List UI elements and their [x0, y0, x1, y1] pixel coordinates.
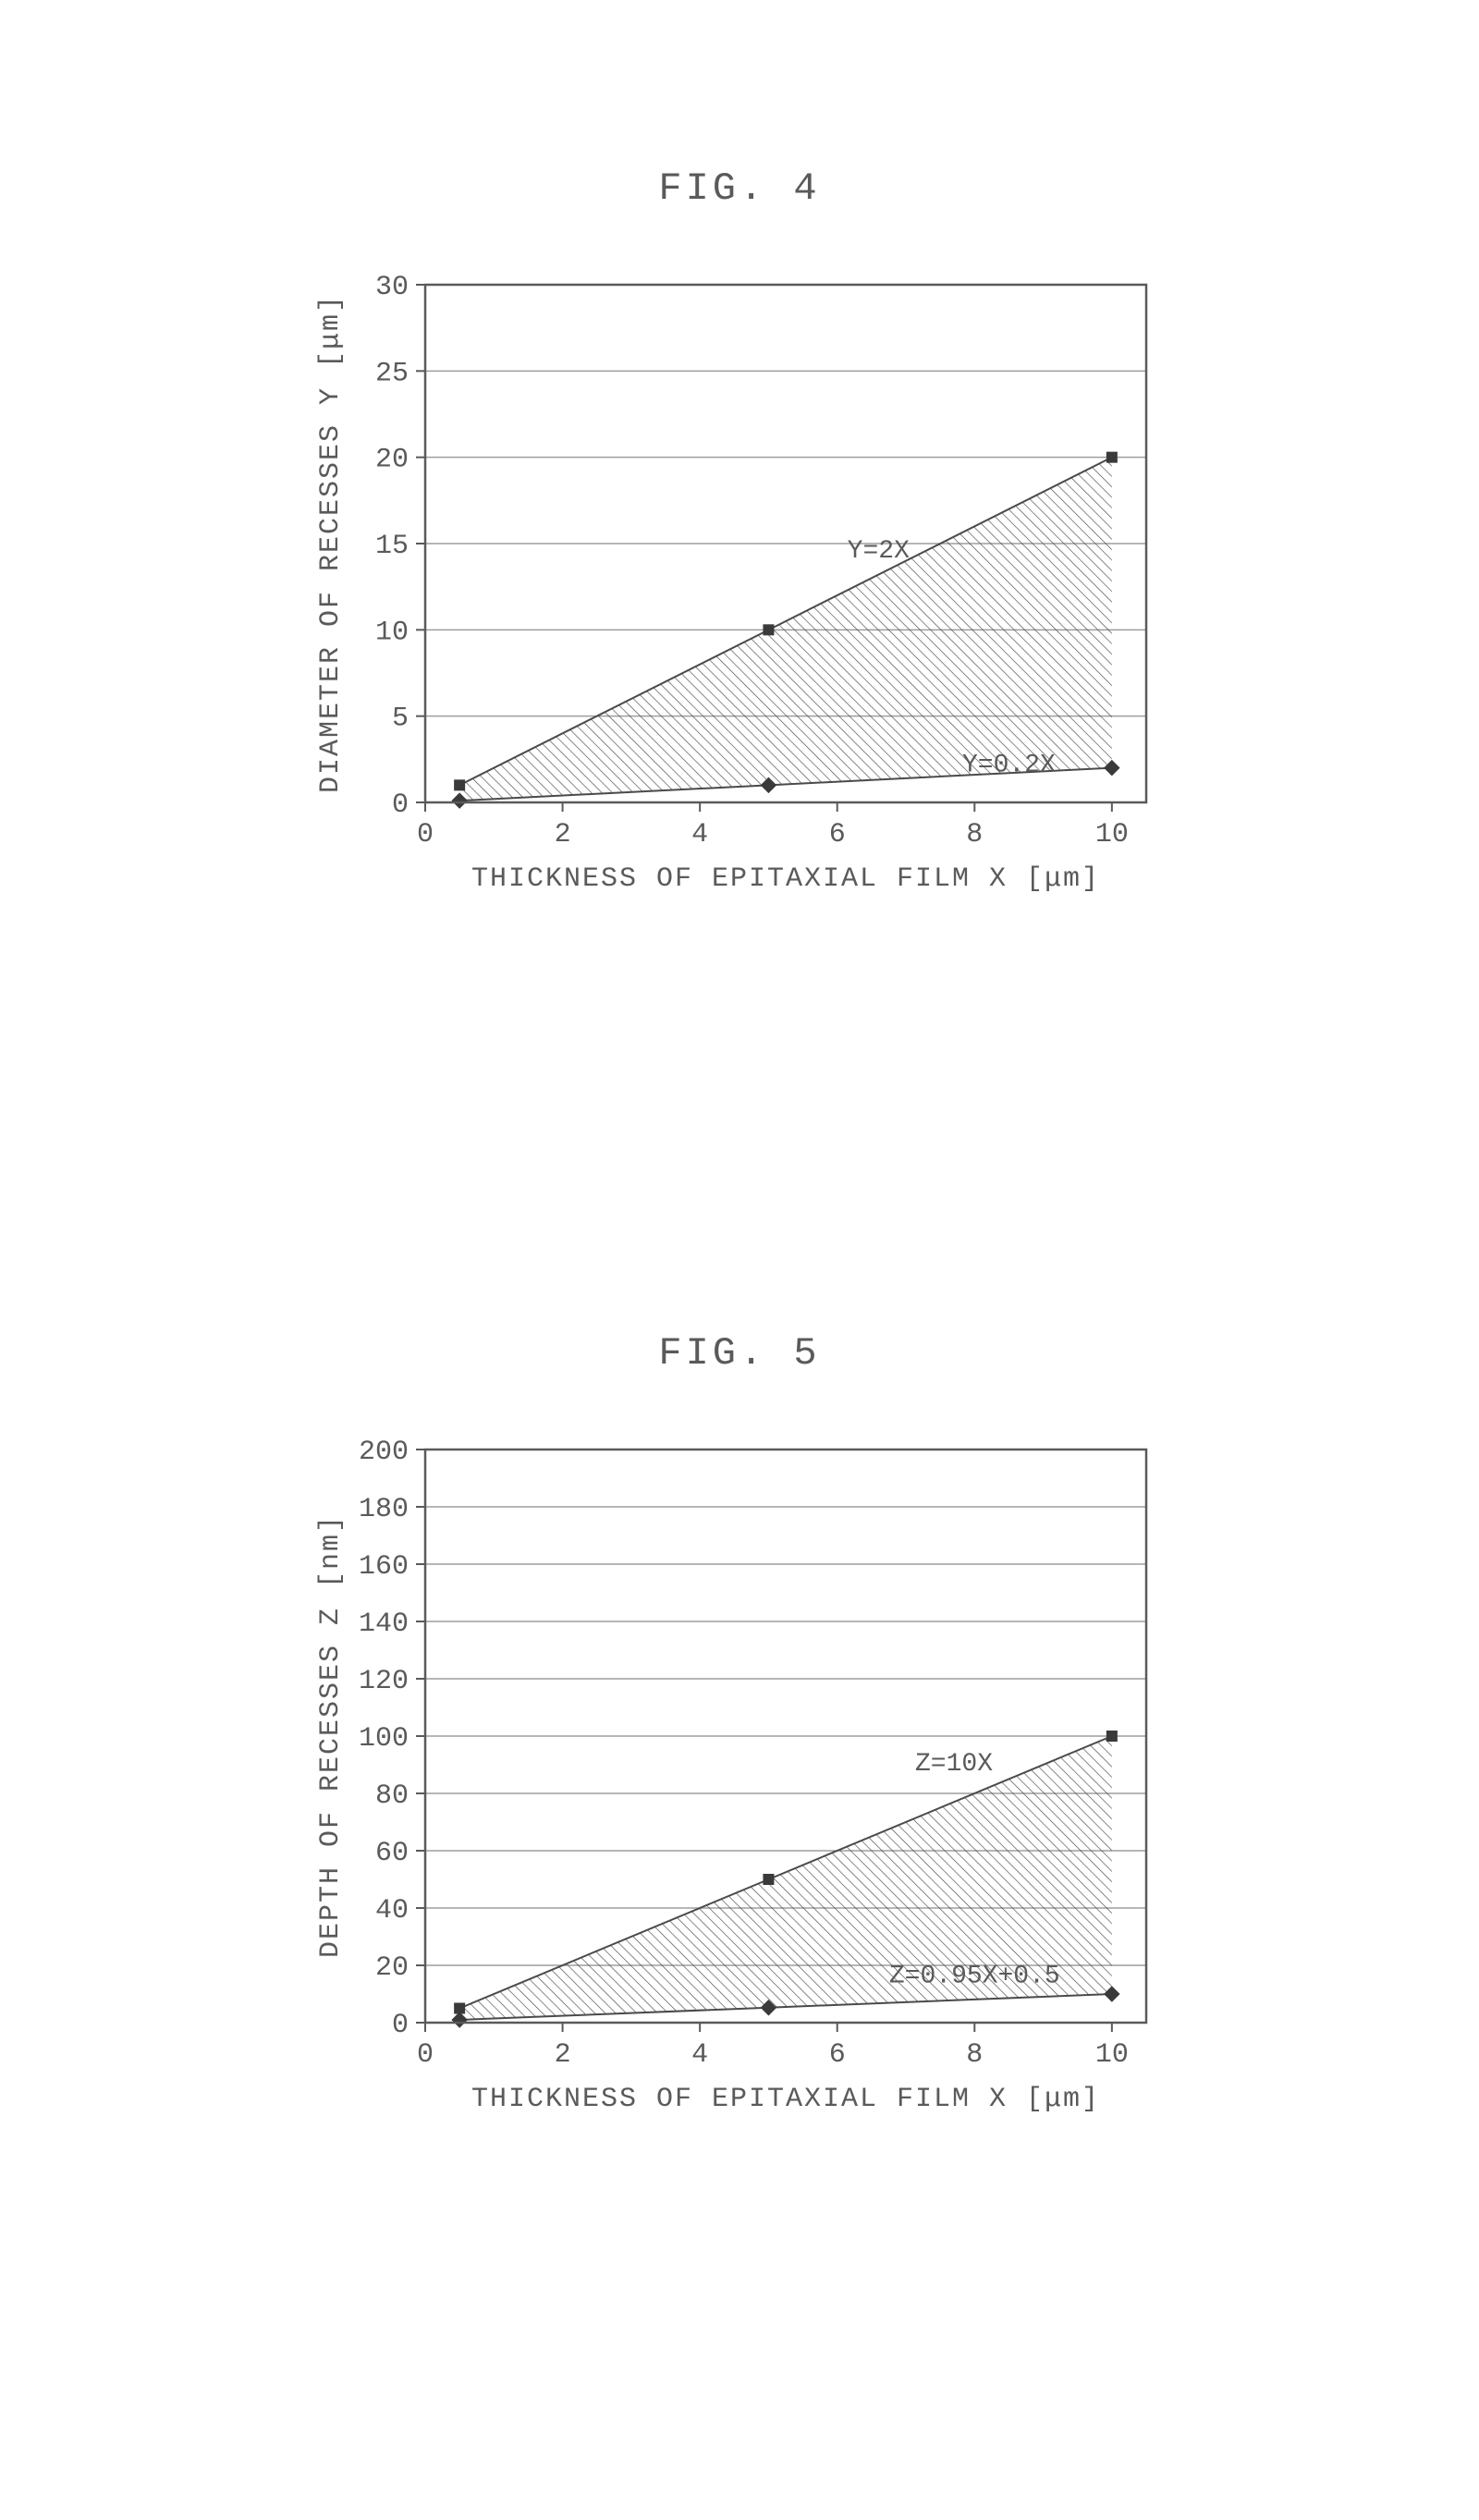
fig4-upper-series-marker — [454, 779, 465, 790]
fig5-ytick-label: 100 — [359, 1723, 409, 1755]
fig5-ytick-label: 180 — [359, 1494, 409, 1525]
fig5-xtick-label: 0 — [417, 2039, 434, 2071]
fig5-ytick-label: 120 — [359, 1666, 409, 1697]
fig5-ytick-label: 0 — [392, 2010, 409, 2041]
fig4-ytick-label: 15 — [375, 531, 409, 562]
fig4-xlabel: THICKNESS OF EPITAXIAL FILM X [μm] — [471, 863, 1100, 895]
fig5-ytick-label: 160 — [359, 1551, 409, 1583]
fig4-ytick-label: 25 — [375, 358, 409, 389]
fig4-xtick-label: 0 — [417, 819, 434, 850]
fig4-lower-series-equation-label: Y=0.2X — [962, 751, 1056, 779]
fig4-ytick-label: 30 — [375, 272, 409, 303]
fig5-ytick-label: 80 — [375, 1780, 409, 1812]
fig5-ytick-label: 40 — [375, 1895, 409, 1927]
figure-5-title: FIG. 5 — [305, 1331, 1174, 1376]
fig5-xtick-label: 8 — [966, 2039, 983, 2071]
fig4-upper-series-marker — [1106, 452, 1118, 463]
fig5-ylabel: DEPTH OF RECESSES Z [nm] — [315, 1514, 347, 1958]
fig5-xlabel: THICKNESS OF EPITAXIAL FILM X [μm] — [471, 2084, 1100, 2115]
figure-4-block: FIG. 4 Y=2X Y=0.2X 0 2 4 6 8 10 0 5 10 15 20 25 30 THIC… — [305, 166, 1174, 923]
fig5-xtick-label: 2 — [555, 2039, 571, 2071]
figure-5-chart: Z=10XZ=0.95X+0.5024681002040608010012014… — [305, 1431, 1174, 2143]
fig5-ytick-label: 60 — [375, 1838, 409, 1869]
fig5-xtick-label: 10 — [1095, 2039, 1129, 2071]
fig5-ytick-label: 20 — [375, 1952, 409, 1984]
fig4-ytick-label: 20 — [375, 445, 409, 476]
fig4-xtick-label: 4 — [691, 819, 708, 850]
fig4-xtick-label: 8 — [966, 819, 983, 850]
fig5-ytick-label: 200 — [359, 1437, 409, 1468]
fig4-xtick-label: 6 — [829, 819, 846, 850]
fig4-upper-series-equation-label: Y=2X — [848, 537, 910, 566]
fig5-lower-series-equation-label: Z=0.95X+0.5 — [889, 1963, 1060, 1991]
fig5-xtick-label: 4 — [691, 2039, 708, 2071]
figure-4-chart: Y=2X Y=0.2X 0 2 4 6 8 10 0 5 10 15 20 25 30 THICKNESS O… — [305, 266, 1174, 923]
figure-4-title: FIG. 4 — [305, 166, 1174, 211]
fig5-upper-series-marker — [763, 1874, 774, 1885]
fig5-ytick-label: 140 — [359, 1609, 409, 1640]
fig5-upper-series-marker — [1106, 1731, 1118, 1742]
fig4-ytick-label: 10 — [375, 617, 409, 648]
fig4-xtick-label: 2 — [555, 819, 571, 850]
fig5-upper-series-equation-label: Z=10X — [915, 1750, 993, 1779]
fig4-upper-series-marker — [763, 624, 774, 635]
fig4-ytick-label: 5 — [392, 703, 409, 735]
figure-5-block: FIG. 5 Z=10XZ=0.95X+0.502468100204060801… — [305, 1331, 1174, 2143]
fig5-xtick-label: 6 — [829, 2039, 846, 2071]
fig4-ytick-label: 0 — [392, 789, 409, 821]
fig4-ylabel: DIAMETER OF RECESSES Y [μm] — [315, 294, 347, 793]
fig4-xtick-label: 10 — [1095, 819, 1129, 850]
